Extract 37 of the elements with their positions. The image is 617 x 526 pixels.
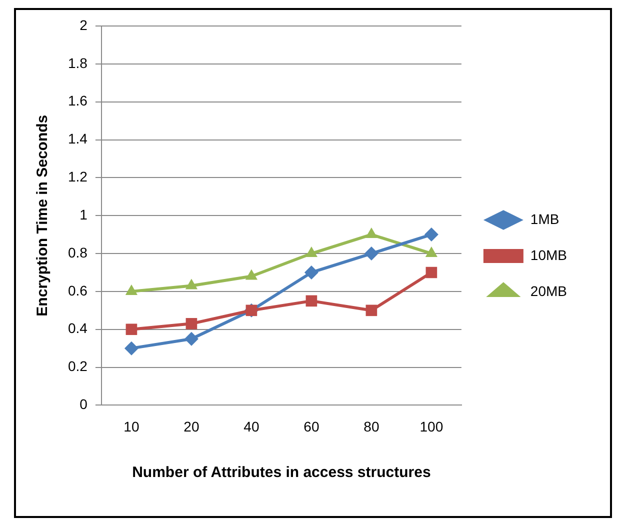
y-tick-label: 1.8: [68, 54, 88, 71]
x-tick-label: 80: [364, 418, 380, 434]
point: [366, 304, 378, 316]
x-tick-label: 10: [124, 418, 140, 434]
x-axis-title: Number of Attributes in access structures: [132, 464, 431, 482]
point: [124, 341, 138, 356]
point: [186, 318, 198, 330]
point: [185, 278, 198, 290]
y-tick-label: 1.4: [68, 130, 88, 147]
point: [365, 228, 378, 238]
y-tick-label: 0.2: [68, 358, 88, 374]
point: [306, 295, 318, 307]
point: [424, 228, 438, 242]
y-tick-label: 0: [80, 396, 88, 412]
legend-label: 10MB: [530, 246, 568, 263]
y-tick-label: 2: [80, 16, 88, 33]
x-tick-label: 60: [304, 418, 320, 434]
y-tick-label: 0.6: [68, 282, 88, 298]
y-tick-label: 1.6: [68, 92, 88, 109]
y-tick-label: 1: [80, 206, 88, 222]
y-tick-label: 0.8: [68, 244, 88, 260]
x-tick-label: 100: [420, 418, 444, 434]
point: [426, 266, 438, 278]
point: [304, 265, 318, 280]
y-tick-label: 1.2: [68, 168, 88, 185]
point: [126, 324, 138, 336]
point: [364, 246, 378, 261]
x-tick-label: 20: [184, 418, 200, 434]
point: [245, 269, 258, 280]
point: [305, 246, 318, 258]
y-axis-title: Encryption Time in Seconds: [34, 114, 52, 316]
y-tick-label: 0.4: [68, 320, 88, 336]
point: [184, 332, 198, 346]
x-tick-label: 40: [244, 418, 260, 434]
legend-label: 1MB: [530, 210, 560, 227]
legend-label: 20MB: [530, 282, 568, 299]
point: [425, 246, 438, 258]
